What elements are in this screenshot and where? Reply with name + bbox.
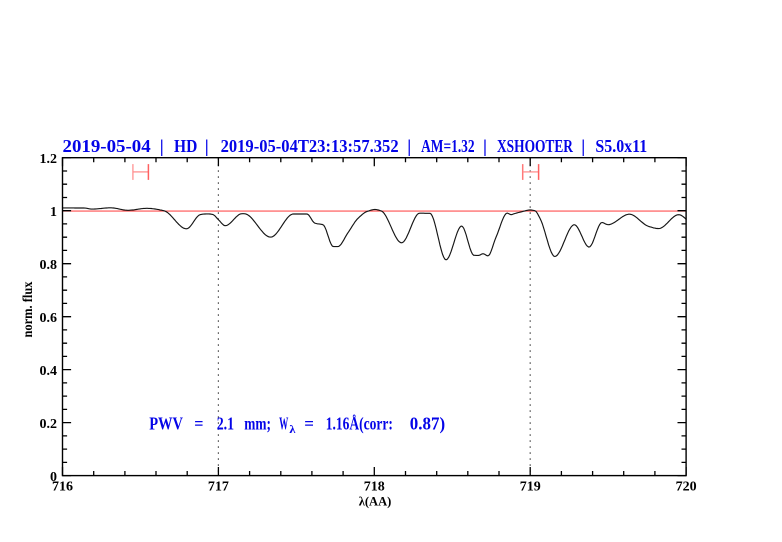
svg-text:1.2: 1.2 xyxy=(40,152,58,167)
svg-text:2019-05-04: 2019-05-04 xyxy=(63,136,151,156)
svg-text:2019-05-04T23:13:57.352: 2019-05-04T23:13:57.352 xyxy=(221,136,399,156)
svg-text:PWV: PWV xyxy=(149,413,183,433)
svg-text:AM=1.32: AM=1.32 xyxy=(421,136,475,156)
svg-text:1.16Å(corr:: 1.16Å(corr: xyxy=(326,413,393,433)
svg-text:2.1: 2.1 xyxy=(217,413,234,433)
svg-text:S5.0x11: S5.0x11 xyxy=(595,136,647,156)
svg-text:0: 0 xyxy=(50,470,57,485)
svg-text:norm. flux: norm. flux xyxy=(21,282,36,338)
svg-text:717: 717 xyxy=(208,480,229,495)
svg-text:=: = xyxy=(194,413,203,433)
svg-text:0.6: 0.6 xyxy=(40,311,58,326)
svg-text:0.2: 0.2 xyxy=(40,417,58,432)
svg-text:720: 720 xyxy=(676,480,697,495)
svg-text:mm;: mm; xyxy=(244,413,271,433)
svg-text:λ: λ xyxy=(289,422,295,436)
svg-text:|: | xyxy=(407,136,411,156)
svg-text:719: 719 xyxy=(520,480,541,495)
svg-text:=: = xyxy=(304,413,314,433)
svg-text:718: 718 xyxy=(364,480,385,495)
svg-text:|: | xyxy=(483,136,487,156)
svg-text:XSHOOTER: XSHOOTER xyxy=(497,136,574,156)
svg-text:HD: HD xyxy=(174,136,197,156)
svg-text:W: W xyxy=(279,413,289,433)
svg-text:|: | xyxy=(160,136,164,156)
svg-text:|: | xyxy=(581,136,585,156)
svg-text:0.87): 0.87) xyxy=(410,413,445,433)
svg-text:|: | xyxy=(205,136,209,156)
svg-text:716: 716 xyxy=(52,480,73,495)
svg-text:0.4: 0.4 xyxy=(40,364,58,379)
svg-text:0.8: 0.8 xyxy=(40,258,58,273)
svg-text:λ(AA): λ(AA) xyxy=(359,495,392,509)
svg-text:1: 1 xyxy=(50,205,57,220)
